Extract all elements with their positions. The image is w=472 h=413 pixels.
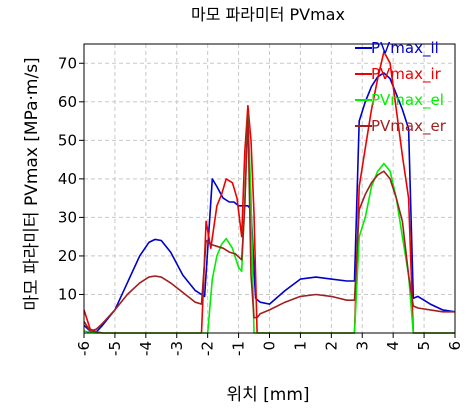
- x-tick-label: 6: [446, 341, 464, 351]
- x-tick-label: -4: [137, 341, 155, 356]
- legend-label: PVmax_ir: [371, 65, 442, 84]
- legend-label: PVmax_er: [371, 117, 447, 136]
- x-tick-label: 3: [353, 341, 371, 351]
- x-tick-label: -2: [199, 341, 217, 356]
- series-line-pvmax-el: [83, 112, 455, 334]
- y-tick-label: 60: [58, 93, 77, 111]
- y-tick-label: 10: [58, 285, 77, 303]
- y-tick-label: 30: [58, 208, 77, 226]
- series-layer: [83, 50, 456, 334]
- series-line-pvmax-er: [83, 112, 455, 332]
- x-tick-label: -5: [106, 341, 124, 356]
- x-tick-label: 0: [261, 341, 279, 351]
- legend-label: PVmax_el: [371, 91, 444, 110]
- y-axis-title: 마모 파라미터 PVmax [MPa·m/s]: [22, 57, 42, 310]
- x-axis-title: 위치 [mm]: [226, 385, 309, 405]
- x-tick-label: 1: [291, 341, 309, 351]
- y-tick-label: 20: [58, 247, 77, 265]
- chart-title: 마모 파라미터 PVmax: [191, 5, 345, 24]
- y-axis-ticks: 10 20 30 40 50 60 70: [58, 54, 84, 303]
- x-tick-label: 4: [384, 341, 402, 351]
- legend-label: PVmax_il: [371, 39, 439, 58]
- y-tick-label: 40: [58, 170, 77, 188]
- legend: PVmax_il PVmax_ir PVmax_el PVmax_er: [355, 39, 447, 136]
- x-tick-label: 5: [415, 341, 433, 351]
- x-tick-label: -3: [168, 341, 186, 356]
- x-tick-label: -6: [75, 341, 93, 356]
- x-axis-ticks: -6 -5 -4 -3 -2 -1 0 1 2 3 4 5 6: [75, 333, 464, 356]
- x-tick-label: 2: [322, 341, 340, 351]
- y-tick-label: 50: [58, 131, 77, 149]
- grid: [84, 44, 455, 333]
- y-tick-label: 70: [58, 54, 77, 72]
- x-tick-label: -1: [230, 341, 248, 356]
